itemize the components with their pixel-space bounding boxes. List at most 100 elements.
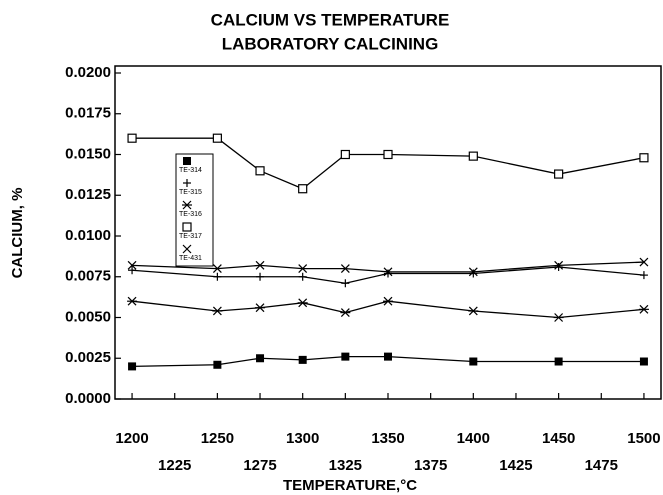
marker-stroke	[639, 257, 649, 267]
data-point	[255, 260, 265, 270]
data-point	[639, 153, 649, 163]
chart-title: CALCIUM VS TEMPERATURE	[211, 10, 450, 29]
data-point	[128, 362, 137, 371]
data-point	[298, 355, 307, 364]
data-point	[340, 149, 350, 160]
legend-marker	[183, 179, 191, 187]
marker-stroke	[468, 267, 478, 277]
legend-label: TE-431	[179, 255, 202, 262]
data-point	[554, 169, 564, 179]
data-point	[297, 298, 308, 308]
x-tick-label: 1350	[371, 430, 404, 447]
data-point	[298, 272, 307, 281]
x-tick-label: 1425	[499, 457, 532, 474]
marker-stroke	[212, 264, 222, 274]
marker-stroke	[182, 244, 192, 254]
x-tick-label: 1325	[329, 457, 362, 474]
data-point	[383, 296, 393, 306]
marker-stroke	[255, 260, 265, 270]
data-point	[127, 260, 137, 270]
marker-shape	[468, 151, 478, 161]
y-tick-label: 0.0150	[65, 145, 111, 162]
data-point	[638, 304, 649, 314]
y-tick-label: 0.0175	[65, 105, 111, 122]
data-point	[383, 267, 393, 277]
x-tick-label: 1200	[115, 430, 148, 447]
data-point	[468, 151, 478, 161]
data-point	[468, 306, 479, 316]
data-point	[554, 260, 564, 270]
y-axis-label: CALCIUM, %	[9, 188, 26, 279]
marker-stroke	[298, 264, 308, 274]
data-point	[639, 271, 648, 280]
data-point	[341, 279, 350, 288]
marker-shape	[554, 357, 563, 366]
data-point	[340, 308, 351, 318]
marker-shape	[128, 362, 137, 371]
x-tick-label: 1300	[286, 430, 319, 447]
marker-shape	[639, 153, 649, 163]
marker-shape	[212, 133, 222, 143]
data-point	[298, 184, 308, 194]
legend-marker	[182, 222, 192, 232]
y-tick-label: 0.0125	[65, 186, 111, 203]
x-tick-label: 1250	[201, 430, 234, 447]
data-point	[469, 357, 478, 366]
chart-subtitle: LABORATORY CALCINING	[222, 34, 439, 53]
data-point	[127, 133, 137, 143]
data-point	[554, 262, 563, 271]
legend-marker	[182, 200, 192, 210]
y-tick-label: 0.0200	[65, 64, 111, 81]
marker-stroke	[340, 264, 350, 274]
marker-stroke	[554, 260, 564, 270]
y-tick-label: 0.0000	[65, 390, 111, 407]
marker-shape	[182, 222, 192, 232]
data-point	[255, 303, 266, 313]
marker-shape	[554, 169, 564, 179]
marker-shape	[183, 157, 191, 165]
data-point	[212, 306, 223, 316]
marker-shape	[256, 354, 265, 363]
data-point	[298, 264, 308, 274]
marker-shape	[255, 166, 265, 176]
marker-stroke	[127, 260, 137, 270]
y-tick-label: 0.0100	[65, 227, 111, 244]
x-tick-label: 1450	[542, 430, 575, 447]
x-tick-label: 1475	[585, 457, 618, 474]
x-tick-label: 1225	[158, 457, 191, 474]
marker-stroke	[383, 267, 393, 277]
legend-box	[175, 153, 214, 267]
data-point	[213, 360, 222, 369]
x-tick-label: 1400	[457, 430, 490, 447]
legend-label: TE-316	[179, 211, 202, 218]
y-tick-label: 0.0050	[65, 308, 111, 325]
data-point	[469, 269, 478, 278]
marker-shape	[340, 149, 350, 160]
x-tick-label: 1275	[243, 457, 276, 474]
data-point	[213, 272, 222, 281]
marker-shape	[383, 149, 393, 160]
data-point	[468, 267, 478, 277]
marker-shape	[384, 352, 392, 361]
marker-shape	[213, 360, 222, 369]
data-point	[128, 266, 137, 275]
data-point	[341, 352, 350, 361]
x-tick-label: 1500	[627, 430, 660, 447]
data-point	[553, 313, 564, 322]
y-tick-label: 0.0075	[65, 268, 111, 285]
marker-shape	[298, 355, 307, 364]
data-point	[212, 264, 222, 274]
data-point	[383, 149, 393, 160]
marker-shape	[127, 133, 137, 143]
data-point	[212, 133, 222, 143]
legend-label: TE-317	[179, 233, 202, 240]
data-point	[127, 296, 138, 306]
marker-shape	[341, 352, 350, 361]
legend-label: TE-315	[179, 189, 202, 196]
data-point	[256, 272, 265, 281]
data-point	[384, 269, 392, 278]
legend-marker	[183, 157, 191, 165]
marker-shape	[298, 184, 308, 194]
data-point	[384, 352, 392, 361]
